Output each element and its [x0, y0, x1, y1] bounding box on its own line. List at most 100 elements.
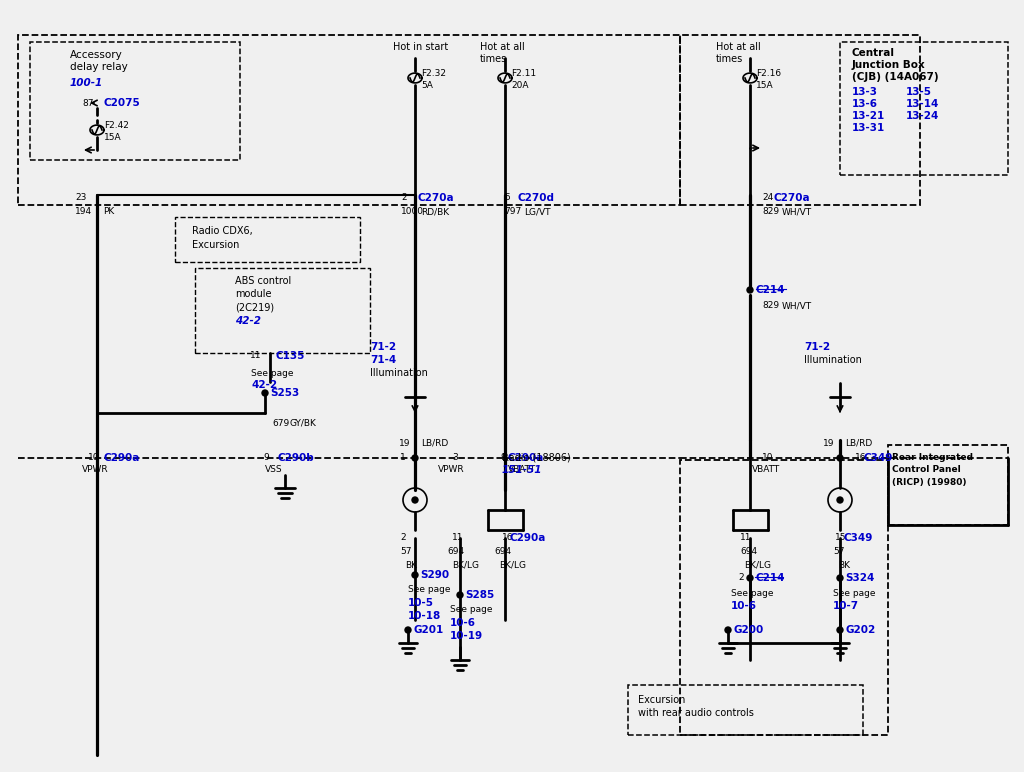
- Text: Central: Central: [852, 48, 895, 58]
- Text: BK/LG: BK/LG: [499, 560, 526, 570]
- Bar: [628, 685, 863, 735]
- Text: times: times: [480, 54, 507, 64]
- Text: 57: 57: [400, 547, 412, 557]
- Text: Illumination: Illumination: [370, 368, 428, 378]
- Circle shape: [412, 572, 418, 578]
- Text: C290a: C290a: [510, 533, 547, 543]
- Text: 3: 3: [452, 453, 458, 462]
- Text: S253: S253: [270, 388, 299, 398]
- Text: VPWR: VPWR: [438, 466, 465, 475]
- Text: BK: BK: [406, 560, 417, 570]
- Text: RD/BK: RD/BK: [421, 208, 450, 216]
- Text: 100-1: 100-1: [70, 78, 103, 88]
- Text: 71-4: 71-4: [370, 355, 396, 365]
- Text: Hot at all: Hot at all: [480, 42, 524, 52]
- Text: 13-14: 13-14: [906, 99, 939, 109]
- Text: BK/LG: BK/LG: [452, 560, 479, 570]
- Circle shape: [746, 575, 753, 581]
- Text: F2.42: F2.42: [104, 120, 129, 130]
- Text: LB/RD: LB/RD: [421, 438, 449, 448]
- Circle shape: [837, 575, 843, 581]
- Text: VSS: VSS: [265, 466, 283, 475]
- Text: 13-6: 13-6: [852, 99, 878, 109]
- Text: See page: See page: [450, 605, 493, 615]
- Text: Hot at all: Hot at all: [716, 42, 761, 52]
- Text: 13-5: 13-5: [906, 87, 932, 97]
- Text: ABS control: ABS control: [234, 276, 291, 286]
- Circle shape: [412, 455, 418, 461]
- Text: C214: C214: [755, 573, 784, 583]
- Text: Illumination: Illumination: [804, 355, 862, 365]
- Text: 10-19: 10-19: [450, 631, 483, 641]
- Text: 13-24: 13-24: [906, 111, 939, 121]
- Text: F2.16: F2.16: [756, 69, 781, 77]
- Text: F2.11: F2.11: [511, 69, 537, 77]
- Circle shape: [262, 390, 268, 396]
- Text: C349: C349: [863, 453, 892, 463]
- Text: C270a: C270a: [773, 193, 810, 203]
- Text: 87: 87: [82, 99, 93, 107]
- Bar: [30, 42, 240, 160]
- Text: 10: 10: [762, 453, 773, 462]
- Text: Accessory: Accessory: [70, 50, 123, 60]
- Text: Excursion: Excursion: [193, 240, 240, 250]
- Text: VBATT: VBATT: [752, 466, 780, 475]
- Text: 2: 2: [738, 574, 743, 583]
- Text: 797: 797: [504, 208, 521, 216]
- Text: S324: S324: [845, 573, 874, 583]
- Text: C270d: C270d: [518, 193, 555, 203]
- Text: 13-3: 13-3: [852, 87, 878, 97]
- Text: 71-2: 71-2: [370, 342, 396, 352]
- Text: Excursion: Excursion: [638, 695, 685, 705]
- Text: 42-2: 42-2: [251, 380, 278, 390]
- Text: Control Panel: Control Panel: [892, 466, 961, 475]
- Text: 829: 829: [762, 302, 779, 310]
- Text: C290b: C290b: [278, 453, 313, 463]
- Text: module: module: [234, 289, 271, 299]
- Bar: [195, 268, 370, 353]
- Text: G200: G200: [733, 625, 763, 635]
- Text: GY/BK: GY/BK: [290, 418, 316, 428]
- Text: C214: C214: [756, 285, 785, 295]
- Bar: [680, 460, 888, 735]
- Text: 10: 10: [88, 453, 99, 462]
- Text: Junction Box: Junction Box: [852, 60, 926, 70]
- Text: 16: 16: [502, 533, 513, 543]
- Text: 10-6: 10-6: [450, 618, 476, 628]
- Text: 57: 57: [833, 547, 845, 557]
- Text: C290a: C290a: [104, 453, 140, 463]
- Text: F2.32: F2.32: [421, 69, 446, 77]
- Text: delay relay: delay relay: [70, 62, 128, 72]
- Text: VPWR: VPWR: [82, 466, 109, 475]
- Text: G202: G202: [845, 625, 876, 635]
- Text: 2: 2: [400, 533, 406, 543]
- Text: BK: BK: [838, 560, 850, 570]
- Text: BK/LG: BK/LG: [744, 560, 771, 570]
- Text: WH/VT: WH/VT: [782, 208, 812, 216]
- Text: 10-18: 10-18: [408, 611, 441, 621]
- Text: Radio (18806): Radio (18806): [502, 453, 570, 463]
- Text: 19: 19: [823, 438, 835, 448]
- Text: 10-5: 10-5: [408, 598, 434, 608]
- Text: LG/VT: LG/VT: [524, 208, 551, 216]
- Text: 9: 9: [500, 453, 506, 462]
- Text: See page: See page: [251, 368, 294, 378]
- Circle shape: [837, 627, 843, 633]
- Text: 679: 679: [272, 418, 289, 428]
- Text: 19: 19: [399, 438, 411, 448]
- Bar: [18, 35, 680, 205]
- Text: 15A: 15A: [104, 133, 122, 141]
- Text: 9: 9: [263, 453, 268, 462]
- Circle shape: [746, 287, 753, 293]
- Text: 15: 15: [835, 533, 847, 543]
- Circle shape: [406, 627, 411, 633]
- Text: (CJB) (14A067): (CJB) (14A067): [852, 72, 939, 82]
- Text: Hot in start: Hot in start: [393, 42, 449, 52]
- Text: S285: S285: [465, 590, 495, 600]
- Text: 23: 23: [75, 192, 86, 201]
- Text: 13-31: 13-31: [852, 123, 886, 133]
- Text: 10-7: 10-7: [833, 601, 859, 611]
- Text: 71-2: 71-2: [804, 342, 830, 352]
- Text: with rear audio controls: with rear audio controls: [638, 708, 754, 718]
- Text: Radio CDX6,: Radio CDX6,: [193, 226, 253, 236]
